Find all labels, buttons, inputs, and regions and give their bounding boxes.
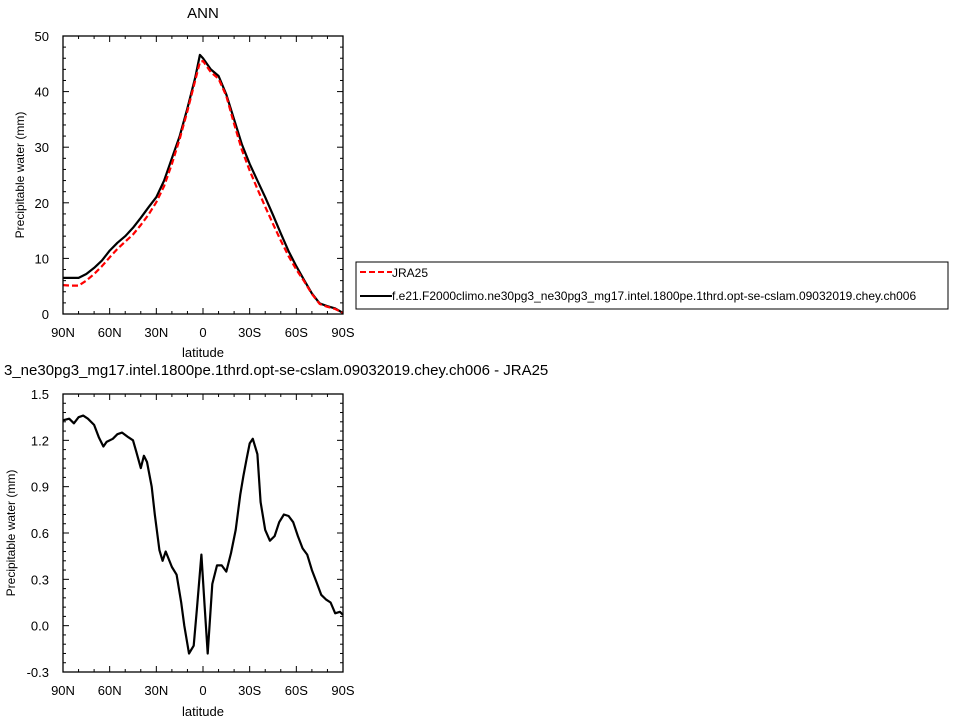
legend: JRA25 f.e21.F2000climo.ne30pg3_ne30pg3_m… [355, 261, 949, 310]
chart-top-xlabel: latitude [182, 345, 224, 360]
chart-top-ytick-label: 40 [35, 85, 49, 100]
chart-top-series-line-0 [62, 59, 344, 314]
chart-top-xtick-label: 30S [238, 325, 261, 340]
chart-bottom-ytick-label: 0.0 [31, 619, 49, 634]
chart-top-xtick-label: 60S [285, 325, 308, 340]
chart-top-ytick-label: 20 [35, 196, 49, 211]
chart-bottom-xtick-label: 0 [199, 683, 206, 698]
legend-box [355, 261, 949, 310]
chart-bottom-ytick-label: 0.3 [31, 572, 49, 587]
chart-top-plot-frame [62, 35, 344, 315]
chart-top-xtick-label: 90N [51, 325, 75, 340]
chart-top-ytick-label: 10 [35, 251, 49, 266]
chart-bottom-plot-frame [62, 393, 344, 673]
chart-bottom-ytick-label: 1.2 [31, 433, 49, 448]
legend-label-model: f.e21.F2000climo.ne30pg3_ne30pg3_mg17.in… [392, 289, 916, 303]
chart-top-ytick-label: 0 [42, 307, 49, 322]
chart-top-xtick-label: 90S [331, 325, 354, 340]
legend-label-jra25: JRA25 [392, 266, 428, 280]
chart-top: ANN 90N 60N 30N 0 30S 60S 90S 0 10 20 30 40 50 latit… [13, 5, 355, 360]
chart-top-xtick-label: 0 [199, 325, 206, 340]
chart-top-ytick-label: 30 [35, 140, 49, 155]
chart-bottom-xtick-label: 90S [331, 683, 354, 698]
chart-bottom-xtick-label: 90N [51, 683, 75, 698]
chart-bottom-title: 3_ne30pg3_mg17.intel.1800pe.1thrd.opt-se… [4, 362, 548, 379]
chart-top-series-line-1 [63, 53, 344, 314]
chart-bottom-series-line-0 [62, 414, 344, 655]
chart-bottom-xtick-label: 30S [238, 683, 261, 698]
chart-top-title: ANN [187, 5, 219, 22]
chart-top-ytick-label: 50 [35, 29, 49, 44]
chart-bottom-ytick-label: 1.5 [31, 387, 49, 402]
chart-bottom-ytick-label: -0.3 [27, 665, 49, 680]
chart-bottom-xtick-label: 60N [98, 683, 122, 698]
chart-top-xtick-label: 60N [98, 325, 122, 340]
chart-bottom: 3_ne30pg3_mg17.intel.1800pe.1thrd.opt-se… [4, 362, 548, 719]
chart-bottom-xtick-label: 30N [144, 683, 168, 698]
chart-bottom-ylabel: Precipitable water (mm) [4, 470, 18, 597]
chart-bottom-ytick-label: 0.9 [31, 480, 49, 495]
chart-top-ylabel: Precipitable water (mm) [13, 112, 27, 239]
chart-bottom-ytick-label: 0.6 [31, 526, 49, 541]
chart-top-xtick-label: 30N [144, 325, 168, 340]
chart-bottom-xtick-label: 60S [285, 683, 308, 698]
chart-bottom-xlabel: latitude [182, 704, 224, 719]
